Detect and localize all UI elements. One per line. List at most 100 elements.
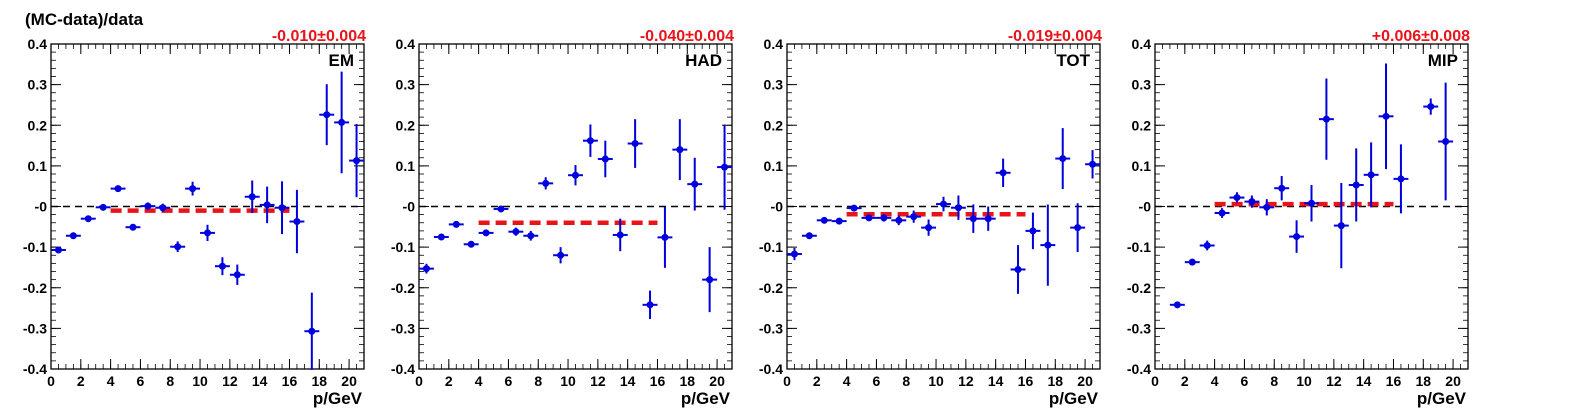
x-tick-label: 18 <box>1415 373 1431 389</box>
y-tick-label: -0 <box>1139 199 1152 215</box>
data-marker <box>706 276 714 284</box>
y-tick-label: -0.3 <box>391 320 415 336</box>
x-tick-label: 14 <box>252 373 268 389</box>
x-tick-label: 12 <box>590 373 606 389</box>
panel-had: -0.4 -0.3 -0.2 -0.1 -0 0.1 0.2 0.3 0.4 0 2 4 6 8 10 12 1… <box>391 28 734 408</box>
data-point <box>1229 192 1245 203</box>
data-marker <box>114 185 122 193</box>
data-marker <box>1293 233 1301 241</box>
data-marker <box>422 265 430 273</box>
data-point <box>1378 63 1394 170</box>
data-marker <box>69 232 77 240</box>
x-tick-label: 4 <box>1211 373 1219 389</box>
data-point <box>463 240 479 248</box>
data-marker <box>248 193 256 201</box>
data-marker <box>616 231 624 239</box>
data-marker <box>204 229 211 237</box>
data-point <box>125 223 141 231</box>
data-marker <box>1218 209 1226 217</box>
data-marker <box>601 155 609 163</box>
panel-name: TOT <box>1056 51 1090 70</box>
data-point <box>349 124 364 198</box>
y-tick-label: 0.4 <box>764 36 784 52</box>
fit-result-label: -0.010±0.004 <box>272 28 366 45</box>
x-tick-label: 18 <box>679 373 695 389</box>
data-point <box>214 257 230 276</box>
data-point <box>597 140 613 178</box>
data-marker <box>1074 224 1082 232</box>
x-tick-label: 2 <box>1181 373 1189 389</box>
x-tick-label: 4 <box>475 373 483 389</box>
data-point <box>717 124 732 210</box>
x-tick-label: 8 <box>534 373 542 389</box>
data-point <box>1333 182 1349 269</box>
data-point <box>140 202 156 210</box>
x-tick-label: 12 <box>222 373 238 389</box>
data-marker <box>218 262 226 270</box>
data-point <box>906 210 922 223</box>
x-tick-label: 20 <box>341 373 357 389</box>
x-tick-label: 8 <box>1270 373 1278 389</box>
x-axis-title: p/GeV <box>1417 389 1467 408</box>
x-tick-label: 18 <box>311 373 327 389</box>
data-point <box>1363 142 1379 208</box>
data-marker <box>497 205 505 213</box>
data-marker <box>1263 203 1271 211</box>
data-marker <box>1059 155 1067 163</box>
data-point <box>170 241 186 252</box>
x-tick-label: 10 <box>1296 373 1312 389</box>
data-point <box>1025 212 1041 250</box>
data-marker <box>293 218 301 226</box>
y-tick-label: -0.2 <box>23 280 47 296</box>
y-tick-label: -0.4 <box>391 361 415 377</box>
x-tick-label: 16 <box>650 373 666 389</box>
y-tick-label: -0 <box>35 199 48 215</box>
x-tick-label: 4 <box>843 373 851 389</box>
panel-tot: -0.4 -0.3 -0.2 -0.1 -0 0.1 0.2 0.3 0.4 0 2 4 6 8 10 12 1… <box>759 28 1102 408</box>
data-point <box>1085 150 1100 179</box>
data-point <box>965 204 981 233</box>
data-point <box>995 158 1011 187</box>
y-tick-label: -0 <box>771 199 784 215</box>
data-point <box>185 181 201 196</box>
x-axis-title: p/GeV <box>681 389 731 408</box>
data-marker <box>323 111 331 119</box>
data-point <box>657 206 673 268</box>
x-tick-label: 14 <box>620 373 636 389</box>
data-marker <box>353 157 361 165</box>
x-tick-label: 16 <box>282 373 298 389</box>
data-marker <box>865 214 873 222</box>
panel-name: MIP <box>1428 51 1458 70</box>
x-tick-label: 2 <box>445 373 453 389</box>
data-point <box>259 186 275 224</box>
y-tick-label: 0.1 <box>396 158 416 174</box>
data-marker <box>586 137 594 145</box>
data-marker <box>954 204 962 212</box>
data-point <box>980 206 996 231</box>
data-point <box>274 181 290 235</box>
data-point <box>65 232 81 240</box>
data-marker <box>1442 138 1450 145</box>
x-tick-label: 8 <box>902 373 910 389</box>
data-marker <box>1337 222 1345 230</box>
data-marker <box>1352 181 1360 189</box>
data-point <box>419 263 434 274</box>
data-marker <box>482 229 490 237</box>
data-point <box>433 233 449 241</box>
data-marker <box>233 271 241 279</box>
x-axis-title: p/GeV <box>313 389 363 408</box>
data-marker <box>1278 184 1286 192</box>
data-point <box>1040 204 1056 286</box>
data-point <box>95 203 111 211</box>
data-point <box>200 224 215 242</box>
y-tick-label: -0 <box>403 199 416 215</box>
x-tick-label: 0 <box>1151 373 1159 389</box>
x-tick-label: 6 <box>137 373 145 389</box>
data-point <box>861 214 877 222</box>
x-tick-label: 2 <box>77 373 85 389</box>
data-marker <box>54 246 62 254</box>
x-tick-label: 0 <box>783 373 791 389</box>
y-tick-label: -0.3 <box>1127 320 1151 336</box>
panel-name: EM <box>329 51 355 70</box>
